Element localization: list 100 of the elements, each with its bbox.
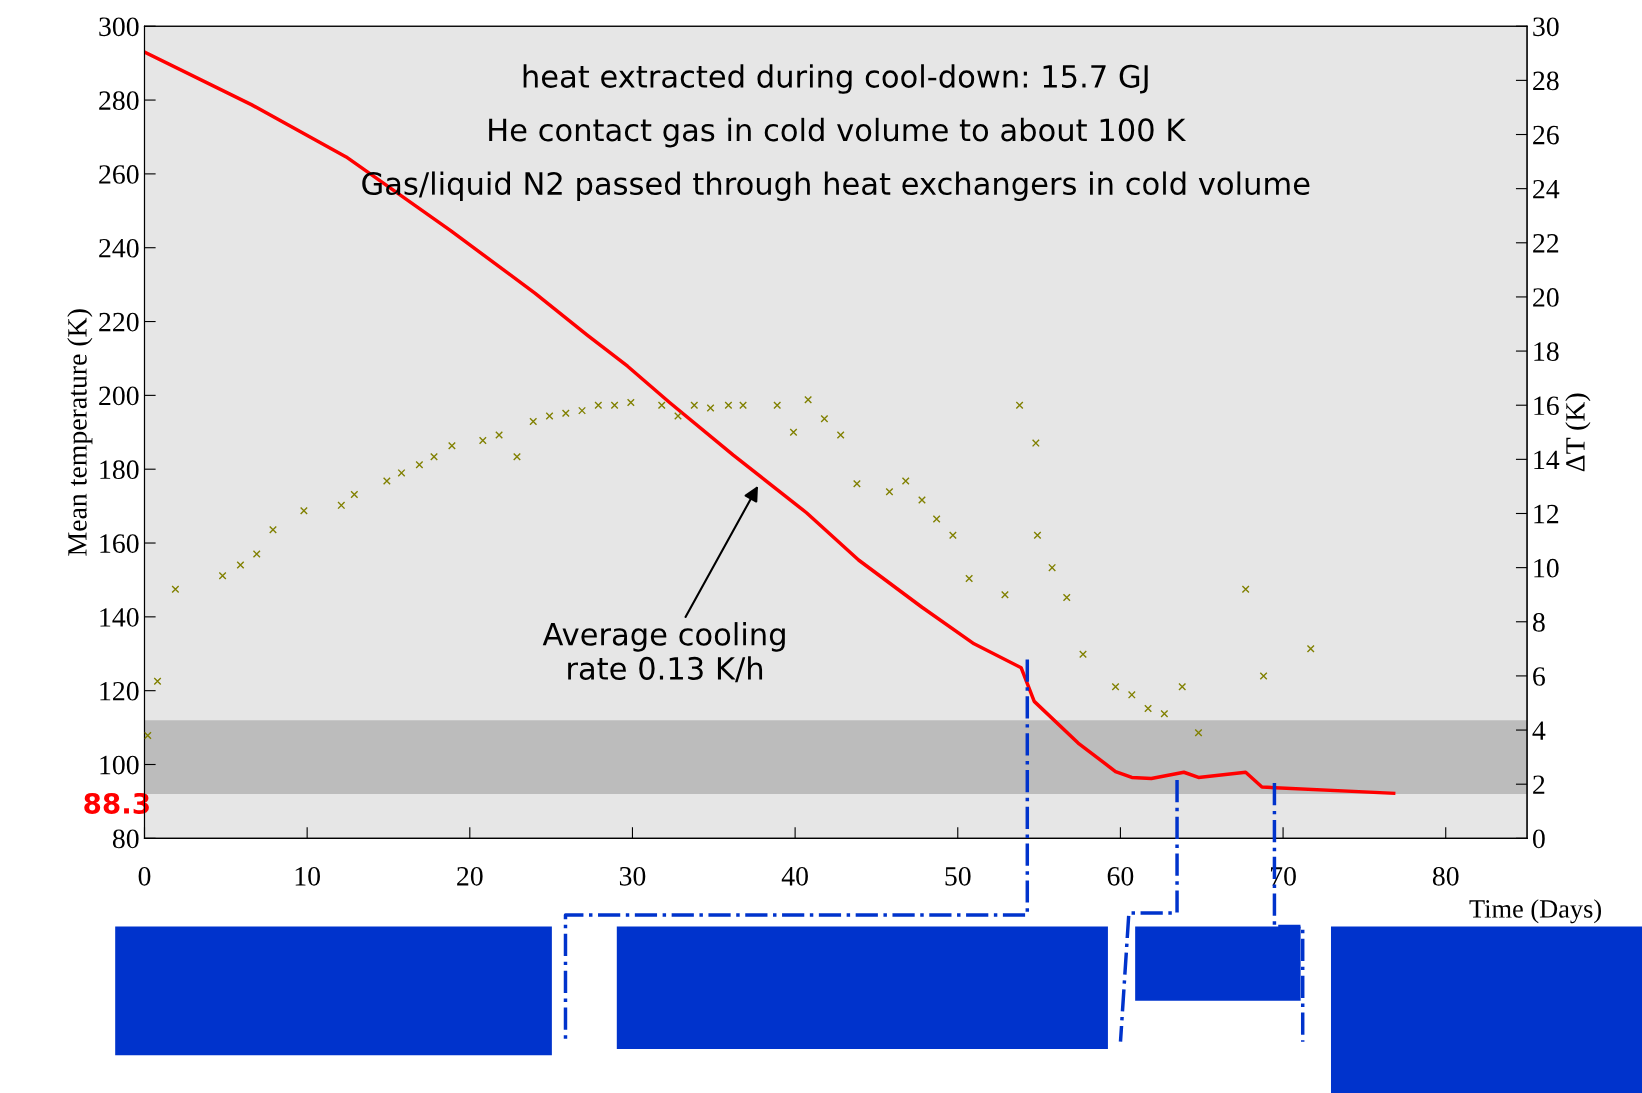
point <box>171 585 180 594</box>
point <box>674 412 682 420</box>
point <box>1259 671 1268 680</box>
y-tick-label: 200 <box>99 386 139 406</box>
point <box>1079 650 1087 659</box>
x-tick-label: 20 <box>457 866 483 886</box>
point <box>1306 644 1315 653</box>
y-tick-label: 180 <box>100 460 139 480</box>
point <box>948 531 957 540</box>
point <box>836 431 845 439</box>
point <box>252 550 261 559</box>
point <box>739 401 748 410</box>
x-tick-label: 40 <box>781 866 808 886</box>
y-axis-title: Mean temperature (K) <box>67 309 93 556</box>
point <box>337 501 346 510</box>
point <box>415 460 424 469</box>
point <box>430 452 438 461</box>
y2-axis-title: ΔT (K) <box>1565 393 1591 472</box>
point <box>706 403 715 412</box>
point <box>382 477 391 485</box>
point <box>1160 709 1169 718</box>
point <box>561 409 570 418</box>
point <box>724 401 733 410</box>
y-tick-label: 260 <box>99 165 139 184</box>
x-tick-label: 60 <box>1107 866 1134 886</box>
point <box>153 677 162 686</box>
x-tick-label: 30 <box>619 866 646 886</box>
y2-tick-label: 28 <box>1533 71 1559 91</box>
point <box>1062 593 1071 602</box>
point <box>965 574 974 583</box>
point <box>350 490 359 499</box>
point <box>578 406 586 415</box>
y2-tick-label: 14 <box>1534 450 1560 469</box>
y2-tick-label: 20 <box>1533 288 1559 307</box>
point <box>144 731 152 740</box>
point <box>218 571 227 580</box>
annotation: heat extracted during cool-down: 15.7 GJ <box>523 64 1148 94</box>
point <box>918 496 926 504</box>
y-tick-label: 160 <box>100 534 139 553</box>
point <box>885 487 894 496</box>
point <box>610 401 619 410</box>
point <box>1048 563 1057 572</box>
point <box>932 514 941 523</box>
point <box>529 417 538 426</box>
point <box>478 436 487 445</box>
y2-tick-label: 18 <box>1534 342 1559 361</box>
point <box>513 452 521 461</box>
x-tick-label: 50 <box>945 866 971 886</box>
point <box>236 560 245 569</box>
x-tick-label: 0 <box>138 866 151 886</box>
y2-tick-label: 30 <box>1533 17 1559 37</box>
point <box>1111 682 1120 691</box>
x-tick-label: 70 <box>1271 866 1296 886</box>
x-tick-label: 80 <box>1432 866 1459 886</box>
point <box>789 428 798 437</box>
point <box>657 401 666 410</box>
point <box>1178 682 1187 691</box>
y2-tick-label: 2 <box>1533 775 1545 794</box>
point <box>269 525 277 534</box>
y2-tick-label: 6 <box>1533 667 1545 686</box>
point <box>1144 704 1153 713</box>
point <box>820 414 829 423</box>
point <box>1033 531 1042 540</box>
y2-tick-label: 22 <box>1533 234 1559 253</box>
point <box>397 468 406 477</box>
point <box>773 401 782 410</box>
point <box>1127 690 1136 699</box>
y-tick-label: 220 <box>99 312 139 332</box>
point <box>901 477 910 485</box>
point <box>1000 590 1009 599</box>
y2-tick-label: 16 <box>1534 396 1559 416</box>
point <box>545 412 554 420</box>
point <box>1031 439 1040 448</box>
point <box>1015 401 1024 410</box>
y2-tick-label: 0 <box>1532 829 1545 849</box>
y2-tick-label: 4 <box>1532 721 1546 740</box>
point <box>447 441 456 450</box>
x-tick-label: 10 <box>295 866 320 886</box>
point <box>495 431 504 439</box>
y-tick-label: 100 <box>100 755 139 775</box>
point <box>299 506 308 515</box>
y2-tick-label: 10 <box>1534 558 1559 578</box>
point <box>626 398 635 407</box>
y2-tick-label: 12 <box>1534 504 1559 524</box>
point <box>594 401 603 410</box>
point <box>852 479 861 488</box>
y-tick-label: 280 <box>99 91 139 110</box>
point <box>1194 728 1203 737</box>
y2-tick-label: 8 <box>1532 612 1545 632</box>
annotation: He contact gas in cold volume to about 100 K <box>489 117 1187 148</box>
y-tick-label: 240 <box>99 238 139 258</box>
y-tick-label: 80 <box>112 829 139 849</box>
y2-tick-label: 26 <box>1533 125 1559 145</box>
point <box>690 401 699 410</box>
y-tick-label: 120 <box>100 681 139 701</box>
y2-tick-label: 24 <box>1533 179 1560 199</box>
x-axis-title: Time (Days) <box>1469 899 1602 924</box>
y-tick-label: 140 <box>100 608 139 627</box>
annotation: Average cooling rate 0.13 K/h <box>542 622 785 683</box>
point <box>1241 585 1250 594</box>
